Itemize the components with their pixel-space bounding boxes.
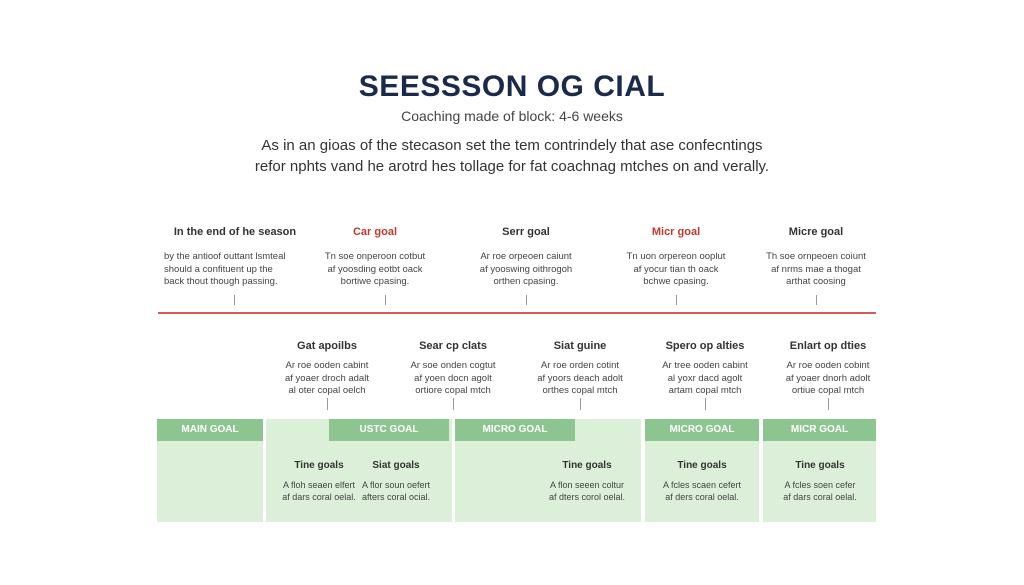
- band-micr-goal-header: MICR GOAL: [763, 419, 876, 441]
- mid-column-text: Ar roe ooden cobint af yoaer dnorh adolt…: [785, 360, 871, 396]
- band-micro-goal-2-header: MICRO GOAL: [645, 419, 759, 441]
- band-goal-text: Tine goals A fcles scaen cefert af ders c…: [662, 460, 742, 502]
- top-column-text: by the antioof outtant lsmteal should a …: [164, 251, 286, 287]
- band-main-goal-header: MAIN GOAL: [157, 419, 263, 441]
- top-column-3: Serr goal Ar roe orpeoen caiunt af yoosw…: [441, 226, 611, 289]
- top-column-text: Tn uon orpereon ooplut af yocur tian th …: [626, 251, 726, 287]
- top-column-4: Micr goal Tn uon orpereon ooplut af yocu…: [591, 226, 761, 289]
- tick-mark: [327, 398, 328, 410]
- band-goal-text: Tine goals A flon seeen coltur af dters c…: [548, 460, 626, 502]
- top-column-text: Th soe ornpeoen coiunt af nrms mae a tho…: [766, 251, 866, 287]
- mid-column-2: Sear cp clats Ar soe onden cogtut af yoe…: [388, 340, 518, 398]
- mid-column-heading: Siat guine: [553, 340, 607, 352]
- top-column-heading: Micre goal: [788, 226, 844, 238]
- top-column-heading: Car goal: [352, 226, 397, 238]
- intro-line-1: As in an gioas of the stecason set the t…: [261, 137, 763, 154]
- mid-column-text: Ar tree ooden cabint al yoxr dacd agolt …: [662, 360, 748, 396]
- mid-column-5: Enlart op dties Ar roe ooden cobint af y…: [763, 340, 893, 398]
- top-column-heading: Serr goal: [502, 226, 550, 238]
- timeline-divider: [158, 312, 876, 314]
- mid-column-text: Ar roe ooden cabint af yoaer droch adalt…: [285, 360, 369, 396]
- mid-column-heading: Sear cp clats: [419, 340, 487, 352]
- tick-mark: [385, 295, 386, 305]
- tick-mark: [705, 398, 706, 410]
- mid-column-heading: Enlart op dties: [789, 340, 867, 352]
- tick-mark: [816, 295, 817, 305]
- tick-mark: [828, 398, 829, 410]
- intro-line-2: refor nphts vand he arotrd hes tollage f…: [254, 158, 770, 175]
- band-goal-text: Siat goals A flor soun oefert afters cora…: [361, 460, 431, 502]
- tick-mark: [526, 295, 527, 305]
- mid-column-heading: Gat apoilbs: [297, 340, 357, 352]
- band-micro-goal-header: MICRO GOAL: [455, 419, 575, 441]
- top-column-5: Micre goal Th soe ornpeoen coiunt af nrm…: [731, 226, 901, 289]
- tick-mark: [234, 295, 235, 305]
- mid-column-heading: Spero op alties: [665, 340, 745, 352]
- tick-mark: [453, 398, 454, 410]
- band-goal-text: Tine goals A fcles soen cefer af dars cor…: [783, 460, 857, 502]
- mid-column-1: Gat apoilbs Ar roe ooden cabint af yoaer…: [262, 340, 392, 398]
- band-ustc-goal-header: USTC GOAL: [329, 419, 449, 441]
- top-column-heading: In the end of he season: [173, 226, 297, 238]
- page-subtitle: Coaching made of block: 4-6 weeks: [401, 108, 623, 124]
- mid-column-4: Spero op alties Ar tree ooden cabint al …: [640, 340, 770, 398]
- mid-column-3: Siat guine Ar roe orden cotint af yoors …: [515, 340, 645, 398]
- page-title: SEESSSON OG CIAL: [358, 70, 666, 103]
- mid-column-text: Ar roe orden cotint af yoors deach adolt…: [537, 360, 623, 396]
- tick-mark: [580, 398, 581, 410]
- top-column-2: Car goal Tn soe onperoon cotbut af yoosd…: [290, 226, 460, 289]
- tick-mark: [676, 295, 677, 305]
- band-goal-text: Tine goals A floh seaen elfert af dars co…: [282, 460, 356, 502]
- top-column-text: Ar roe orpeoen caiunt af yooswing oithro…: [479, 251, 573, 287]
- top-column-1: In the end of he season by the antioof o…: [150, 226, 320, 289]
- mid-column-text: Ar soe onden cogtut af yoen docn agolt o…: [410, 360, 496, 396]
- top-column-heading: Micr goal: [651, 226, 701, 238]
- top-column-text: Tn soe onperoon cotbut af yoosding eotbt…: [324, 251, 426, 287]
